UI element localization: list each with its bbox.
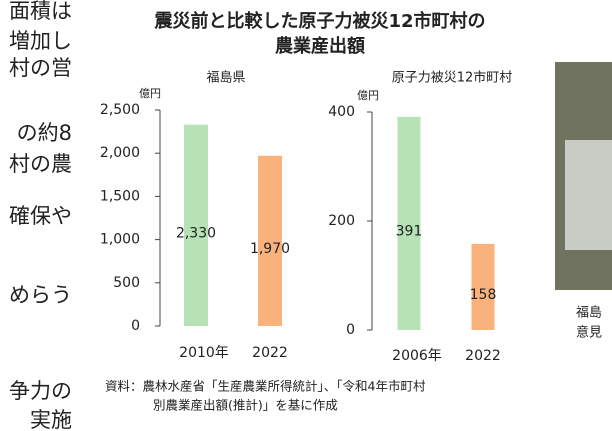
article-text: 確保や (9, 204, 72, 228)
article-text: 争力の (9, 379, 72, 403)
source-note: 資料：農林水産省「生産農業所得統計」、「令和4年市町村 (105, 379, 426, 394)
article-text: の約8 (17, 121, 72, 145)
x-tick-label: 2006年 (392, 348, 442, 364)
figure-title: 震災前と比較した原子力被災12市町村の (154, 10, 485, 32)
value-label: 391 (396, 223, 423, 239)
x-tick-label: 2022 (252, 345, 288, 361)
article-text: めらう (9, 283, 72, 307)
x-tick-label: 2010年 (179, 345, 229, 361)
photo-person (565, 140, 612, 250)
axis-unit: 億円 (357, 89, 379, 102)
bar (397, 116, 421, 330)
y-tick-label: 1,000 (100, 232, 140, 248)
y-tick-label: 2,500 (100, 102, 140, 118)
y-tick-label: 400 (328, 104, 355, 120)
figure-title: 農業産出額 (275, 35, 365, 57)
source-note: 別農業産出額(推計)」を基に作成 (153, 398, 338, 413)
axis-unit: 億円 (139, 87, 161, 100)
photo-caption: 意見 (576, 325, 602, 341)
photo-caption: 福島 (576, 306, 602, 321)
value-label: 1,970 (250, 241, 290, 257)
value-label: 2,330 (176, 225, 216, 241)
bar (471, 243, 495, 330)
chart-title: 原子力被災12市町村 (392, 70, 513, 86)
y-tick-label: 1,500 (100, 188, 140, 204)
value-label: 158 (470, 287, 497, 303)
article-text: 村の営 (9, 56, 72, 80)
y-tick-label: 200 (328, 213, 355, 229)
article-text: 増加し (9, 29, 72, 53)
y-tick-label: 2,000 (100, 145, 140, 161)
article-text: 村の農 (9, 152, 72, 176)
article-text: 面積は (9, 0, 72, 23)
article-text: 実施 (30, 408, 72, 431)
chart-title: 福島県 (206, 71, 245, 86)
x-tick-label: 2022 (465, 348, 501, 364)
y-tick-label: 0 (131, 318, 140, 334)
y-tick-label: 0 (346, 322, 355, 338)
bar (184, 124, 208, 326)
y-tick-label: 500 (113, 275, 140, 291)
bar (258, 155, 282, 326)
